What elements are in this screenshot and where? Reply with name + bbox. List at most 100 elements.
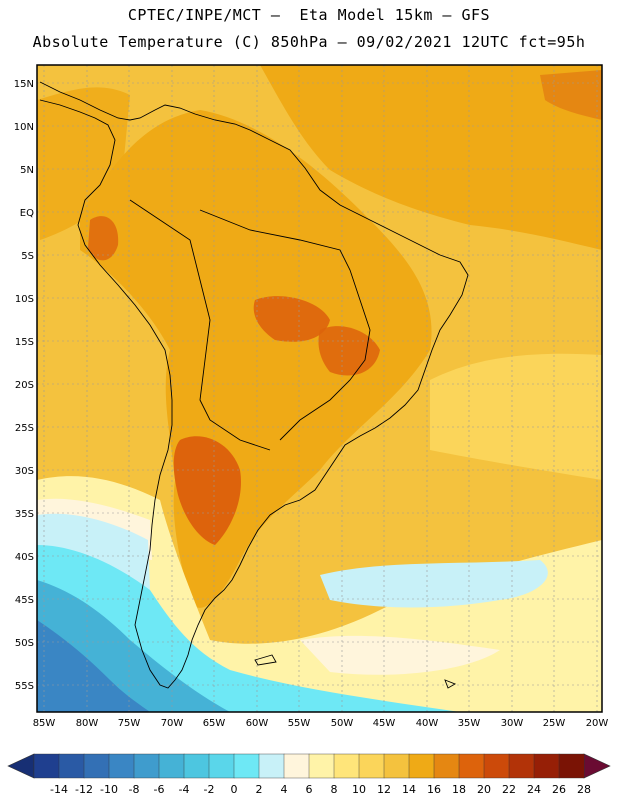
lon-label: 20W: [586, 718, 609, 729]
colorbar-swatch: [158, 753, 185, 779]
colorbar-tick-label: 14: [402, 783, 416, 796]
chart-title-line1: CPTEC/INPE/MCT – Eta Model 15km – GFS: [127, 6, 491, 24]
colorbar-swatch: [208, 753, 235, 779]
field-24-matogrosso: [253, 296, 330, 342]
colorbar-tick-label: 20: [477, 783, 491, 796]
colorbar-tick-label: 18: [452, 783, 466, 796]
lon-label: 40W: [416, 718, 439, 729]
colorbar-swatch: [108, 753, 135, 779]
field-24-argentina: [173, 436, 241, 545]
colorbar-swatch: [483, 753, 510, 779]
lat-label: 25S: [15, 423, 34, 434]
andean-border: [129, 199, 271, 451]
lat-label: 15N: [14, 79, 34, 90]
south-america-coast: [39, 81, 469, 689]
lon-label: 25W: [543, 718, 566, 729]
lon-label: 45W: [373, 718, 396, 729]
lat-label: 5N: [20, 165, 34, 176]
colorbar-swatch: [458, 753, 485, 779]
colorbar-low-arrow: [7, 753, 35, 779]
colorbar-swatch: [308, 753, 335, 779]
lon-label: 55W: [288, 718, 311, 729]
lon-label: 60W: [246, 718, 269, 729]
colorbar-swatch: [408, 753, 435, 779]
colorbar-swatch: [233, 753, 260, 779]
colorbar-tick-label: -4: [179, 783, 190, 796]
colorbar-tick-label: 12: [377, 783, 391, 796]
colorbar-tick-label: 28: [577, 783, 591, 796]
field-24-andes: [88, 216, 119, 261]
lat-label: 10S: [15, 294, 34, 305]
map-frame: [36, 64, 603, 713]
lat-label: 40S: [15, 552, 34, 563]
lat-label: 35S: [15, 509, 34, 520]
lon-label: 80W: [76, 718, 99, 729]
lon-label: 70W: [161, 718, 184, 729]
colorbar-tick-label: 8: [331, 783, 338, 796]
lat-label: EQ: [20, 208, 34, 219]
lat-label: 5S: [21, 251, 34, 262]
colorbar-swatch: [283, 753, 310, 779]
colorbar-tick-label: 10: [352, 783, 366, 796]
field-16-atlantic: [430, 353, 602, 480]
colorbar-tick-label: 24: [527, 783, 541, 796]
lon-label: 85W: [33, 718, 56, 729]
colorbar-swatch: [333, 753, 360, 779]
field-4-atlantic: [320, 560, 548, 608]
colorbar-tick-label: -6: [154, 783, 165, 796]
colorbar-tick-label: -12: [75, 783, 93, 796]
temperature-field: [37, 65, 602, 712]
lon-label: 65W: [203, 718, 226, 729]
colorbar-tick-label: -8: [129, 783, 140, 796]
colorbar-tick-label: -10: [100, 783, 118, 796]
colorbar-high-arrow: [583, 753, 611, 779]
lat-label: 45S: [15, 595, 34, 606]
latitude-labels: 15N 10N 5N EQ 5S 10S 15S 20S 25S 30S 35S…: [14, 79, 34, 692]
colorbar-swatch: [433, 753, 460, 779]
colorbar-tick-label: 0: [231, 783, 238, 796]
colorbar-tick-label: 26: [552, 783, 566, 796]
colorbar-tick-label: 6: [306, 783, 313, 796]
colorbar-swatch: [183, 753, 210, 779]
lon-label: 35W: [458, 718, 481, 729]
colorbar-swatch: [33, 753, 60, 779]
field-8-atlantic: [300, 635, 500, 675]
coastlines: [39, 81, 469, 689]
colorbar-swatch: [358, 753, 385, 779]
colorbar-labels: -14 -12 -10 -8 -6 -4 -2 0 2 4 6 8 10 12 14 16 18 20 22 24 26…: [50, 783, 591, 796]
colorbar-swatch: [258, 753, 285, 779]
field-24-goias: [318, 326, 380, 376]
colorbar-swatch: [383, 753, 410, 779]
colorbar-tick-label: 16: [427, 783, 441, 796]
graticule: [37, 65, 602, 712]
lat-label: 20S: [15, 380, 34, 391]
field-24-ne: [540, 70, 602, 120]
lat-label: 10N: [14, 122, 34, 133]
colorbar-swatches: [33, 753, 585, 779]
colorbar-swatch: [508, 753, 535, 779]
colorbar-swatch: [533, 753, 560, 779]
colorbar-tick-label: -14: [50, 783, 68, 796]
colorbar-tick-label: 2: [256, 783, 263, 796]
falklands: [254, 654, 277, 666]
lon-label: 30W: [501, 718, 524, 729]
lon-label: 75W: [118, 718, 141, 729]
colorbar-swatch: [83, 753, 110, 779]
longitude-labels: 85W 80W 75W 70W 65W 60W 55W 50W 45W 40W …: [33, 718, 609, 729]
south-georgia: [444, 679, 457, 689]
colorbar-legend: -14 -12 -10 -8 -6 -4 -2 0 2 4 6 8 10 12 14 16 18 20 22 24 26…: [7, 753, 611, 796]
colorbar-swatch: [558, 753, 585, 779]
field-20-22-north: [260, 65, 602, 250]
field-neg8: [37, 620, 150, 712]
chart-title-line2: Absolute Temperature (C) 850hPa – 09/02/…: [32, 33, 586, 51]
lon-label: 50W: [331, 718, 354, 729]
colorbar-swatch: [58, 753, 85, 779]
colorbar-swatch: [133, 753, 160, 779]
colorbar-tick-label: 4: [281, 783, 288, 796]
lat-label: 55S: [15, 681, 34, 692]
field-20-22-continent: [80, 110, 432, 608]
lat-label: 15S: [15, 337, 34, 348]
colorbar-tick-label: 22: [502, 783, 516, 796]
colorbar-tick-label: -2: [204, 783, 215, 796]
